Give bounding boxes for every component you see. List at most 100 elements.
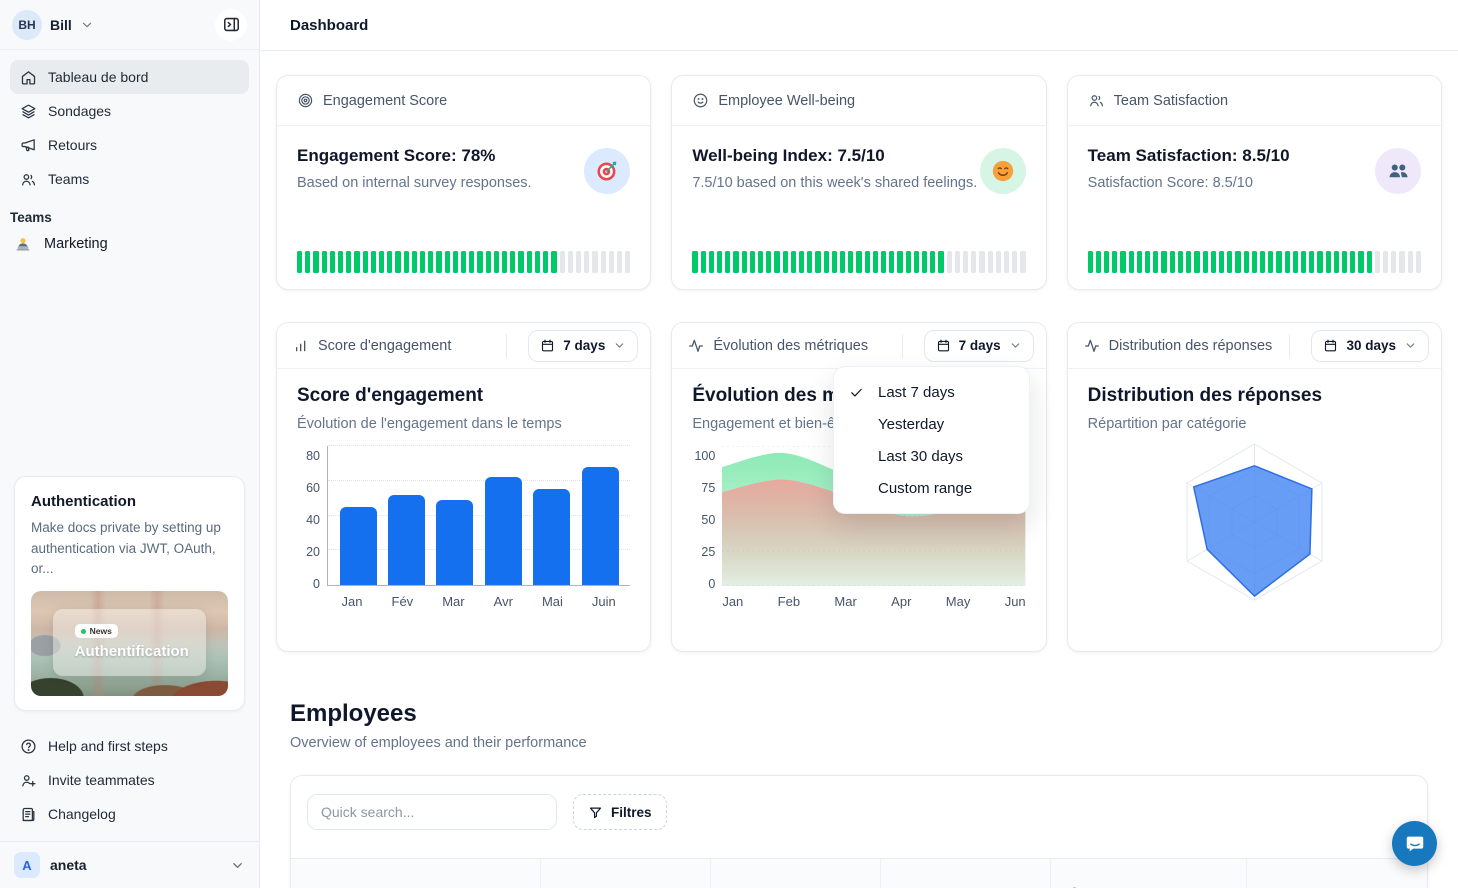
progress-sparkline bbox=[1087, 251, 1421, 273]
chevron-down-icon bbox=[230, 858, 245, 873]
bar-chart: 80 60 40 20 0 Jan Fév Mar Avr Mai Juin bbox=[297, 445, 631, 609]
bar bbox=[484, 477, 522, 585]
column-header-tasks[interactable]: Tasks bbox=[1247, 859, 1427, 888]
user-avatar[interactable]: BH bbox=[12, 9, 42, 40]
page-title: Dashboard bbox=[290, 16, 369, 34]
stat-title: Team Satisfaction: 8.5/10 bbox=[1087, 146, 1290, 165]
sidebar-item-changelog[interactable]: Changelog bbox=[10, 797, 249, 831]
sidebar-item-label: Retours bbox=[48, 137, 98, 153]
engagement-score-card: Engagement Score Engagement Score: 78% B… bbox=[276, 75, 652, 290]
workspace-avatar: A bbox=[14, 852, 40, 878]
stat-cards-row: Engagement Score Engagement Score: 78% B… bbox=[276, 75, 1442, 290]
chevron-down-icon bbox=[1009, 339, 1022, 352]
check-icon bbox=[849, 385, 864, 400]
card-header-label: Score d'engagement bbox=[318, 337, 452, 354]
date-range-label: 7 days bbox=[958, 338, 1001, 353]
stat-subtitle: Satisfaction Score: 8.5/10 bbox=[1087, 175, 1253, 191]
sidebar-item-teams[interactable]: Teams bbox=[10, 162, 249, 196]
divider bbox=[0, 841, 259, 842]
sidebar-header: BH Bill bbox=[0, 0, 259, 50]
filters-label: Filtres bbox=[611, 804, 652, 820]
sidebar-item-label: Teams bbox=[48, 171, 90, 187]
column-header-performance[interactable]: Performance bbox=[1051, 859, 1247, 888]
menu-item-custom-range[interactable]: Custom range bbox=[834, 472, 1029, 504]
sidebar-item-feedback[interactable]: Retours bbox=[10, 128, 249, 162]
busts-in-silhouette-emoji-icon bbox=[1375, 148, 1421, 194]
stat-subtitle: Based on internal survey responses. bbox=[297, 175, 532, 191]
column-header-participation[interactable]: Participation bbox=[881, 859, 1051, 888]
table-header-row: User Team Position bbox=[291, 858, 1427, 888]
promo-image-title: Authentification bbox=[74, 643, 189, 661]
y-axis-labels: 100 75 50 25 0 bbox=[694, 449, 716, 591]
card-header: Employee Well-being bbox=[672, 76, 1046, 126]
sidebar-item-label: Help and first steps bbox=[48, 738, 168, 754]
megaphone-icon bbox=[20, 137, 37, 154]
employees-subtitle: Overview of employees and their performa… bbox=[290, 735, 587, 751]
column-label: Position bbox=[751, 886, 806, 888]
chat-widget-button[interactable] bbox=[1392, 821, 1437, 866]
menu-item-label: Last 30 days bbox=[878, 447, 964, 465]
sidebar-nav: Tableau de bord Sondages Retours Teams bbox=[0, 50, 259, 196]
chevron-down-icon bbox=[613, 339, 626, 352]
target-icon bbox=[297, 92, 314, 109]
help-circle-icon bbox=[20, 738, 37, 755]
main-area: Dashboard Engagement Score Engagement Sc… bbox=[260, 0, 1458, 888]
promo-image[interactable]: News Authentification bbox=[31, 591, 228, 696]
layers-icon bbox=[20, 103, 37, 120]
menu-item-last-30-days[interactable]: Last 30 days bbox=[834, 440, 1029, 472]
card-header: Score d'engagement 7 days bbox=[277, 323, 651, 369]
menu-item-yesterday[interactable]: Yesterday bbox=[834, 408, 1029, 440]
date-range-button[interactable]: 7 days bbox=[528, 329, 639, 362]
card-header-label: Employee Well-being bbox=[718, 92, 856, 109]
team-satisfaction-card: Team Satisfaction Team Satisfaction: 8.5… bbox=[1066, 75, 1442, 290]
bar bbox=[436, 499, 474, 585]
sidebar-item-invite[interactable]: Invite teammates bbox=[10, 763, 249, 797]
green-dot-icon bbox=[80, 628, 86, 634]
engagement-chart-card: Score d'engagement 7 days Score d'engage… bbox=[276, 322, 652, 652]
bar-chart-icon bbox=[293, 338, 309, 354]
sidebar-item-surveys[interactable]: Sondages bbox=[10, 94, 249, 128]
chevron-down-icon bbox=[1404, 339, 1417, 352]
sidebar-item-label: Invite teammates bbox=[48, 772, 155, 788]
column-label: User bbox=[331, 886, 362, 888]
radar-plot bbox=[1186, 443, 1323, 601]
employees-table-card: Filtres User Team bbox=[290, 775, 1428, 888]
date-range-button[interactable]: 30 days bbox=[1311, 329, 1429, 362]
news-badge: News bbox=[74, 624, 118, 639]
bar bbox=[533, 489, 571, 585]
table-toolbar: Filtres bbox=[291, 776, 1427, 844]
chart-subtitle: Engagement et bien-être bbox=[692, 416, 852, 432]
x-axis-labels: Jan Fév Mar Avr Mai Juin bbox=[341, 594, 616, 609]
promo-body: Make docs private by setting up authenti… bbox=[31, 520, 221, 576]
workspace-name: aneta bbox=[50, 857, 87, 873]
sidebar-item-dashboard[interactable]: Tableau de bord bbox=[10, 60, 249, 94]
column-header-team[interactable]: Team bbox=[541, 859, 711, 888]
user-name[interactable]: Bill bbox=[50, 16, 72, 33]
chat-bubble-icon bbox=[1404, 833, 1426, 855]
panel-collapse-icon bbox=[222, 15, 241, 34]
chart-title: Distribution des réponses bbox=[1087, 385, 1323, 406]
sidebar: BH Bill Tableau de bord Sondages bbox=[0, 0, 260, 888]
content: Engagement Score Engagement Score: 78% B… bbox=[260, 51, 1458, 888]
card-header: Évolution des métriques 7 days bbox=[672, 323, 1046, 369]
menu-item-last-7-days[interactable]: Last 7 days bbox=[834, 376, 1029, 408]
filters-button[interactable]: Filtres bbox=[573, 794, 667, 830]
y-axis-labels: 80 60 40 20 0 bbox=[306, 449, 320, 591]
collapse-sidebar-button[interactable] bbox=[215, 8, 247, 41]
sidebar-item-help[interactable]: Help and first steps bbox=[10, 729, 249, 763]
users-icon bbox=[1088, 92, 1105, 109]
workspace-switcher[interactable]: A aneta bbox=[0, 842, 259, 888]
sidebar-footer-nav: Help and first steps Invite teammates Ch… bbox=[0, 721, 259, 837]
card-header-label: Team Satisfaction bbox=[1113, 92, 1229, 109]
sidebar-team-marketing[interactable]: Marketing bbox=[0, 227, 259, 261]
authentication-promo-card[interactable]: Authentication Make docs private by sett… bbox=[14, 476, 245, 711]
employees-section: Employees Overview of employees and thei… bbox=[276, 700, 1442, 888]
divider bbox=[506, 333, 508, 358]
chevron-down-icon[interactable] bbox=[80, 18, 94, 32]
column-header-user[interactable]: User bbox=[291, 859, 541, 888]
date-range-button[interactable]: 7 days bbox=[923, 329, 1034, 362]
column-label: Participation bbox=[921, 886, 1006, 888]
sidebar-spacer bbox=[0, 261, 259, 476]
search-input[interactable] bbox=[307, 794, 557, 830]
column-header-position[interactable]: Position bbox=[711, 859, 881, 888]
